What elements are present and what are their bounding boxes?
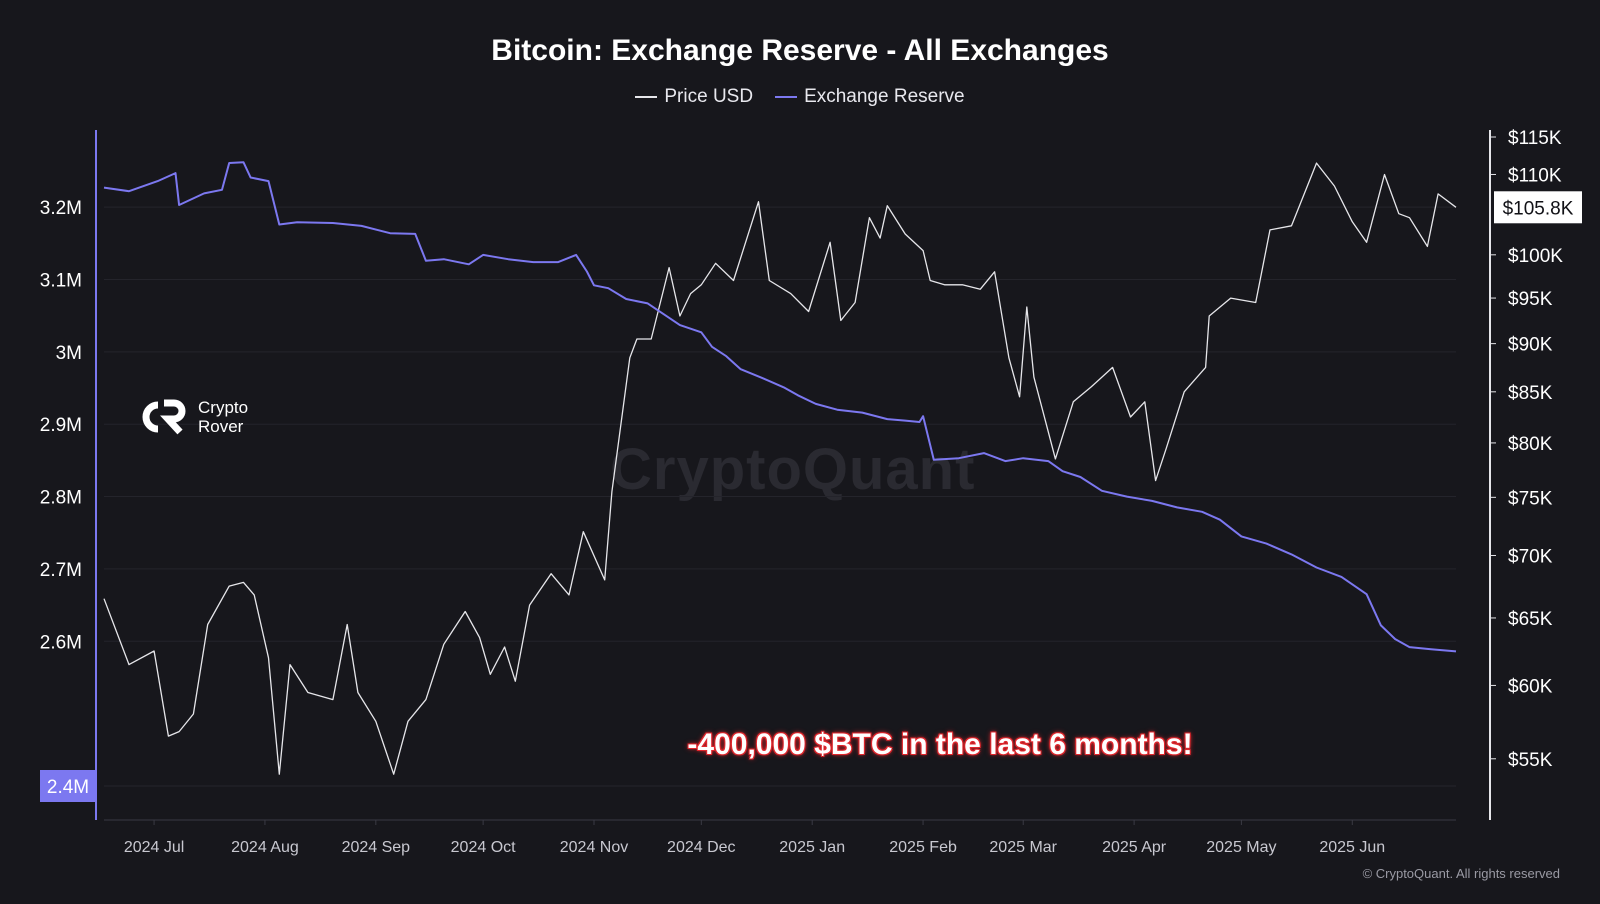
copyright-text: © CryptoQuant. All rights reserved xyxy=(1362,866,1560,881)
watermark: CryptoQuant xyxy=(610,437,976,502)
x-tick-label: 2025 Mar xyxy=(989,839,1057,856)
y-right-current-label: $105.8K xyxy=(1503,198,1574,219)
x-tick-label: 2024 Aug xyxy=(231,839,299,856)
x-tick-label: 2025 Jan xyxy=(779,839,845,856)
y-right-tick-label: $55K xyxy=(1508,750,1553,771)
logo-text-line1: Crypto xyxy=(198,398,249,417)
y-right-tick-label: $90K xyxy=(1508,335,1553,356)
y-right-tick-label: $85K xyxy=(1508,383,1553,404)
chart-title: Bitcoin: Exchange Reserve - All Exchange… xyxy=(491,34,1109,67)
chart-annotation: -400,000 $BTC in the last 6 months! xyxy=(687,728,1193,761)
legend-item-price[interactable]: Price USD xyxy=(635,86,753,108)
y-left-tick-label: 3.1M xyxy=(40,270,82,291)
y-right-tick-label: $95K xyxy=(1508,289,1553,310)
legend-swatch-reserve xyxy=(775,96,798,98)
legend-swatch-price xyxy=(635,96,658,98)
x-tick-label: 2025 Apr xyxy=(1102,839,1167,856)
y-left-current-label: 2.4M xyxy=(47,777,89,798)
y-right-current-badge xyxy=(1494,191,1582,224)
y-left-tick-label: 2.9M xyxy=(40,415,82,436)
x-tick-label: 2024 Nov xyxy=(560,839,629,856)
chart-legend: Price USD Exchange Reserve xyxy=(0,86,1600,108)
logo-text: Crypto Rover xyxy=(198,398,248,436)
x-tick-label: 2025 Feb xyxy=(889,839,957,856)
logo-mark-icon xyxy=(142,399,186,435)
x-tick-label: 2024 Sep xyxy=(342,839,411,856)
x-tick-label: 2024 Dec xyxy=(667,839,736,856)
y-right-tick-label: $75K xyxy=(1508,488,1553,509)
x-tick-label: 2025 Jun xyxy=(1319,839,1385,856)
logo-text-line2: Rover xyxy=(198,417,244,436)
series-price-line xyxy=(103,162,1457,775)
y-right-tick-label: $115K xyxy=(1508,128,1562,149)
x-tick-label: 2024 Oct xyxy=(451,839,516,856)
x-tick-label: 2025 May xyxy=(1206,839,1276,856)
y-right-tick-label: $70K xyxy=(1508,546,1553,567)
y-right-tick-label: $65K xyxy=(1508,609,1553,630)
y-right-tick-label: $80K xyxy=(1508,434,1553,455)
legend-item-reserve[interactable]: Exchange Reserve xyxy=(775,86,965,108)
y-right-tick-label: $100K xyxy=(1508,246,1563,267)
x-tick-label: 2024 Jul xyxy=(124,839,185,856)
y-left-tick-label: 2.8M xyxy=(40,488,82,509)
series-reserve-line xyxy=(103,161,1457,653)
y-left-tick-label: 2.7M xyxy=(40,560,82,581)
y-left-tick-label: 3M xyxy=(56,343,82,364)
y-right-tick-label: $110K xyxy=(1508,165,1562,186)
y-left-tick-label: 2.6M xyxy=(40,632,82,653)
y-left-tick-label: 3.2M xyxy=(40,198,82,219)
y-right-tick-label: $60K xyxy=(1508,676,1553,697)
crypto-rover-logo: Crypto Rover xyxy=(134,398,248,436)
legend-label-price: Price USD xyxy=(664,86,754,107)
legend-label-reserve: Exchange Reserve xyxy=(804,86,965,107)
y-left-current-badge xyxy=(40,770,95,802)
